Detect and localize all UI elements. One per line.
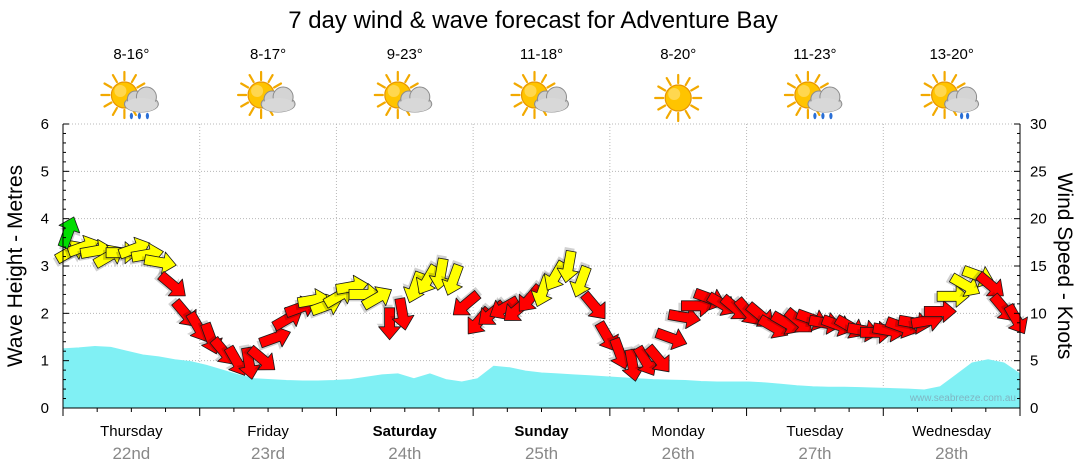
wind-arrow (236, 344, 261, 380)
wind-arrow (389, 295, 415, 331)
wave-height-area (62, 345, 1021, 409)
temperature-range: 11-18° (520, 46, 563, 63)
right-tick-label: 15 (1030, 258, 1047, 275)
day-date: 28th (935, 444, 968, 463)
day-name: Thursday (100, 423, 163, 440)
day-labels: Thursday 22nd 8-16° Friday 23rd 8-17° Saturday… (100, 46, 992, 463)
day-name: Sunday (514, 423, 569, 440)
day-name: Tuesday (786, 423, 843, 440)
left-tick-label: 6 (41, 116, 49, 133)
wind-arrow (154, 271, 186, 297)
wind-arrow (651, 327, 688, 351)
temperature-range: 9-23° (387, 46, 423, 63)
wind-arrow (452, 286, 483, 316)
weather-icon (783, 70, 843, 120)
wind-arrow (376, 304, 402, 341)
right-tick-label: 25 (1030, 163, 1047, 180)
wind-arrow (440, 259, 464, 296)
right-tick-label: 30 (1030, 116, 1047, 133)
right-axis-label: Wind Speed - Knots (1053, 173, 1076, 360)
day-date: 23rd (251, 444, 285, 463)
weather-icon (237, 70, 296, 120)
temperature-range: 11-23° (793, 46, 836, 63)
day-name: Friday (247, 423, 289, 440)
right-tick-label: 10 (1030, 305, 1047, 322)
wind-arrow (934, 284, 970, 310)
temperature-range: 8-17° (250, 46, 286, 63)
left-axis-ticks: 0 1 2 3 4 5 6 (41, 116, 49, 417)
weather-icon (373, 70, 433, 120)
axes (62, 123, 1021, 416)
credit-text: www.seabreeze.com.au (909, 393, 1016, 404)
right-axis-ticks: 0 5 10 15 20 25 30 (1030, 116, 1047, 417)
left-tick-label: 4 (41, 211, 49, 228)
weather-icon (510, 70, 569, 120)
weather-icons (100, 70, 980, 123)
wind-arrow (359, 286, 392, 314)
day-date: 22nd (112, 444, 150, 463)
day-date: 24th (388, 444, 421, 463)
weather-icon (654, 73, 703, 123)
wind-arrow (577, 290, 606, 320)
right-tick-label: 5 (1030, 353, 1038, 370)
temperature-range: 8-16° (113, 46, 149, 63)
right-tick-label: 0 (1030, 400, 1038, 417)
wind-arrow (619, 346, 645, 382)
temperature-range: 13-20° (929, 46, 973, 63)
right-tick-label: 20 (1030, 211, 1047, 228)
day-date: 26th (662, 444, 695, 463)
chart-title: 7 day wind & wave forecast for Adventure… (288, 7, 778, 34)
wind-arrow (543, 256, 569, 291)
day-date: 25th (525, 444, 558, 463)
wind-arrow (140, 251, 177, 276)
wind-arrow (427, 254, 452, 291)
left-tick-label: 0 (41, 400, 49, 417)
wind-arrow (555, 247, 580, 284)
left-tick-label: 2 (41, 305, 49, 322)
weather-icon (920, 70, 980, 120)
wind-arrow (641, 343, 670, 373)
wind-arrow (568, 261, 592, 298)
left-tick-label: 5 (41, 163, 49, 180)
temperature-range: 8-20° (660, 46, 696, 63)
wind-arrow (243, 344, 276, 371)
wind-arrows (52, 216, 1028, 382)
day-date: 27th (798, 444, 831, 463)
wind-arrow (972, 271, 1004, 297)
wind-arrow (256, 325, 291, 351)
day-name: Wednesday (912, 423, 991, 440)
wind-arrow (1000, 301, 1028, 335)
wave-height-series (62, 345, 1021, 409)
wind-arrow (415, 260, 441, 295)
weather-icon (100, 70, 159, 120)
day-name: Saturday (373, 423, 438, 440)
left-tick-label: 1 (41, 353, 49, 370)
left-tick-label: 3 (41, 258, 49, 275)
left-axis-label: Wave Height - Metres (4, 165, 27, 367)
day-name: Monday (652, 423, 706, 440)
